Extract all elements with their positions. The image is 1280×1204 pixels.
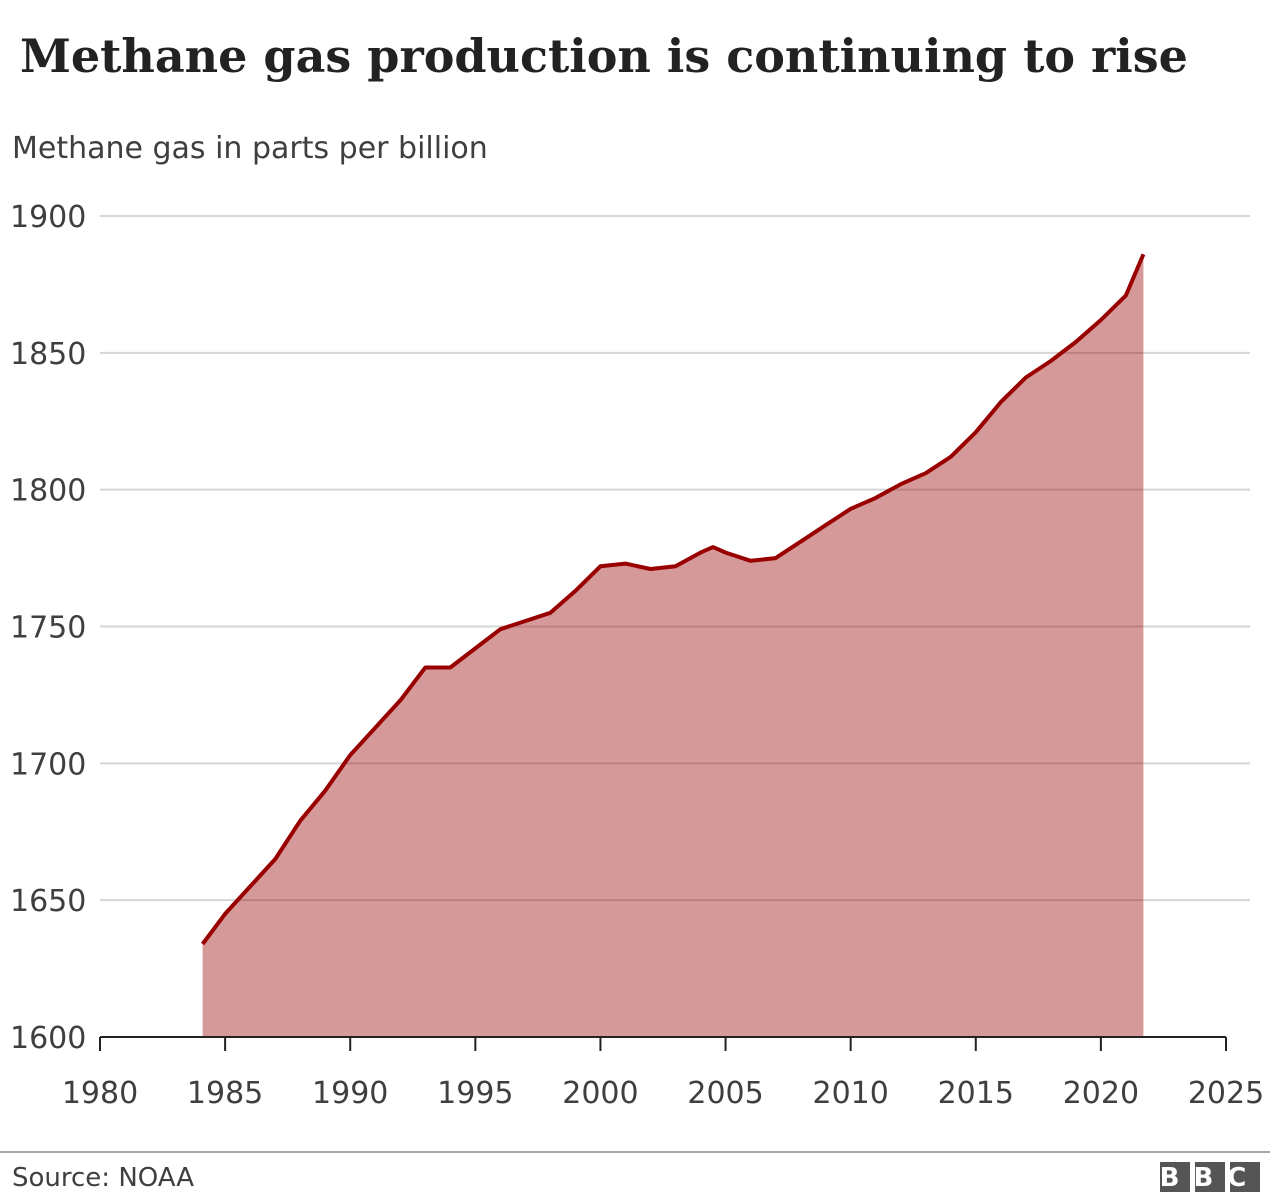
x-tick-label: 2000: [562, 1076, 638, 1111]
y-tick-label: 1900: [10, 200, 86, 235]
chart-subtitle: Methane gas in parts per billion: [12, 131, 488, 166]
x-tick-label: 1995: [437, 1076, 513, 1111]
x-tick-label: 1985: [187, 1076, 263, 1111]
y-tick-label: 1850: [10, 337, 86, 372]
x-tick-label: 2020: [1063, 1076, 1139, 1111]
x-tick-label: 2015: [938, 1076, 1014, 1111]
area: [202, 254, 1144, 1038]
source: Source: NOAA: [12, 1163, 194, 1193]
x-tick-label: 2005: [687, 1076, 763, 1111]
y-tick-label: 1600: [10, 1021, 86, 1056]
x-tick-label: 2025: [1188, 1076, 1264, 1111]
x-tick-label: 2010: [812, 1076, 888, 1111]
chart-title: Methane gas production is continuing to …: [20, 29, 1188, 83]
y-tick-label: 1800: [10, 474, 86, 509]
line: [200, 253, 1146, 946]
y-tick-label: 1650: [10, 884, 86, 919]
x-tick-label: 1990: [312, 1076, 388, 1111]
logo-text: BBC: [1160, 1163, 1261, 1193]
y-tick-label: 1750: [10, 611, 86, 646]
y-tick-label: 1700: [10, 747, 86, 782]
logo: BBC: [1160, 1162, 1261, 1193]
x-tick-label: 1980: [62, 1076, 138, 1111]
